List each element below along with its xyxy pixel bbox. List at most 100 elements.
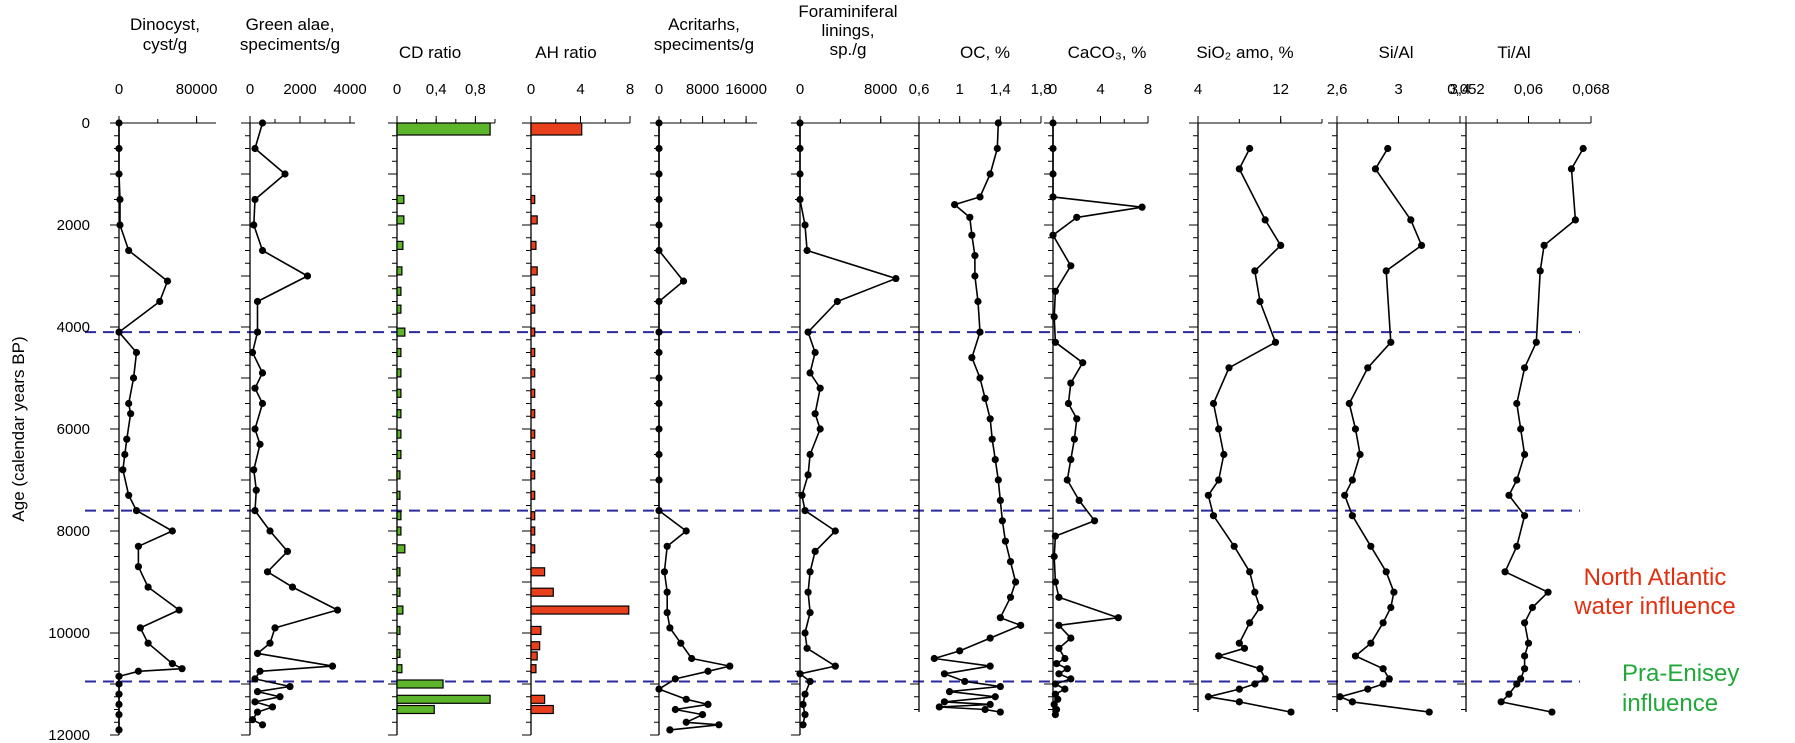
point-sial xyxy=(1425,708,1433,716)
point-oc xyxy=(940,670,949,678)
point-fora xyxy=(801,221,809,229)
point-sio2 xyxy=(1235,639,1243,647)
point-green xyxy=(258,119,267,127)
annotation-2: influence xyxy=(1622,690,1718,717)
point-dino xyxy=(127,410,135,418)
point-dino xyxy=(134,563,142,571)
point-green xyxy=(283,547,292,556)
bar-cd xyxy=(396,347,402,358)
point-green xyxy=(250,466,258,474)
point-tial xyxy=(1513,476,1521,484)
point-fora xyxy=(811,547,819,556)
point-green xyxy=(256,440,264,448)
point-caco3 xyxy=(1051,711,1059,719)
x-tick-label-tial: 0,068 xyxy=(1572,81,1610,98)
bar-ah xyxy=(530,605,630,615)
point-oc xyxy=(1006,593,1015,601)
point-oc xyxy=(986,700,994,709)
point-green xyxy=(251,195,259,204)
point-acri xyxy=(666,726,674,734)
point-green xyxy=(266,639,274,647)
point-caco3 xyxy=(1067,675,1075,683)
point-sio2 xyxy=(1209,512,1218,520)
point-sial xyxy=(1390,588,1398,596)
panel-title-dino: cyst/g xyxy=(143,35,187,54)
point-caco3 xyxy=(1052,660,1061,668)
panel-title-fora: linings, xyxy=(822,21,875,40)
point-sio2 xyxy=(1204,491,1212,499)
point-fora xyxy=(816,425,824,433)
point-sial xyxy=(1371,165,1380,173)
bar-ah xyxy=(530,470,536,480)
bar-cd xyxy=(396,429,402,439)
point-sial xyxy=(1336,693,1344,701)
point-tial xyxy=(1520,512,1529,520)
point-sio2 xyxy=(1256,603,1264,612)
point-sio2 xyxy=(1204,693,1212,701)
point-green xyxy=(251,698,259,706)
point-green xyxy=(253,649,262,658)
point-sio2 xyxy=(1246,144,1254,153)
age-tick-label: 4000 xyxy=(57,319,90,336)
panel-cd: CD ratio 0 0,4 0,8 xyxy=(388,43,496,736)
point-acri xyxy=(679,277,688,285)
point-dino xyxy=(129,374,138,382)
x-tick-label-cd: 0,8 xyxy=(465,81,486,98)
point-acri xyxy=(663,588,671,596)
point-caco3 xyxy=(1049,231,1057,239)
age-tick-label: 8000 xyxy=(57,523,90,540)
point-green xyxy=(251,675,259,683)
point-dino xyxy=(125,491,133,499)
bar-ah xyxy=(530,429,536,439)
point-fora xyxy=(806,677,814,686)
point-sio2 xyxy=(1251,588,1259,596)
age-tick-label: 2000 xyxy=(57,217,90,234)
point-fora xyxy=(806,450,814,459)
bar-ah xyxy=(530,526,536,536)
point-tial xyxy=(1505,690,1513,698)
point-dino xyxy=(134,667,142,675)
series-line-fora xyxy=(799,123,897,725)
point-caco3 xyxy=(1067,634,1075,642)
point-tial xyxy=(1524,639,1533,647)
bar-ah xyxy=(530,544,536,554)
bar-ah xyxy=(530,409,536,419)
panel-title-acri: speciments/g xyxy=(654,35,754,54)
point-dino xyxy=(175,606,183,614)
point-tial xyxy=(1528,603,1537,612)
bar-cd xyxy=(396,694,491,704)
point-caco3 xyxy=(1090,517,1099,525)
panel-title-fora: Foraminiferal xyxy=(798,2,897,21)
point-tial xyxy=(1532,338,1540,346)
point-green xyxy=(328,662,337,670)
point-acri xyxy=(704,667,712,675)
point-sial xyxy=(1417,241,1426,249)
point-dino xyxy=(168,660,176,668)
point-green xyxy=(252,486,260,494)
bar-cd xyxy=(396,449,402,460)
point-tial xyxy=(1501,568,1509,576)
point-green xyxy=(303,272,312,280)
point-fora xyxy=(796,670,804,678)
x-tick-label-caco3: 8 xyxy=(1144,81,1152,98)
point-oc xyxy=(986,170,994,178)
point-sial xyxy=(1382,568,1390,576)
bar-cd xyxy=(396,470,401,480)
point-sial xyxy=(1387,603,1395,612)
bar-ah xyxy=(530,694,546,704)
point-acri xyxy=(655,425,663,433)
bar-cd xyxy=(396,304,402,314)
point-dino xyxy=(115,700,123,709)
point-sial xyxy=(1341,491,1349,499)
point-acri xyxy=(663,542,671,550)
point-caco3 xyxy=(1049,193,1057,201)
x-tick-label-tial: 0,052 xyxy=(1447,81,1485,98)
point-sial xyxy=(1348,512,1356,520)
point-acri xyxy=(671,675,679,683)
point-green xyxy=(258,246,267,255)
point-fora xyxy=(798,491,806,499)
point-acri xyxy=(663,609,671,617)
point-green xyxy=(263,568,272,576)
point-fora xyxy=(799,700,807,709)
